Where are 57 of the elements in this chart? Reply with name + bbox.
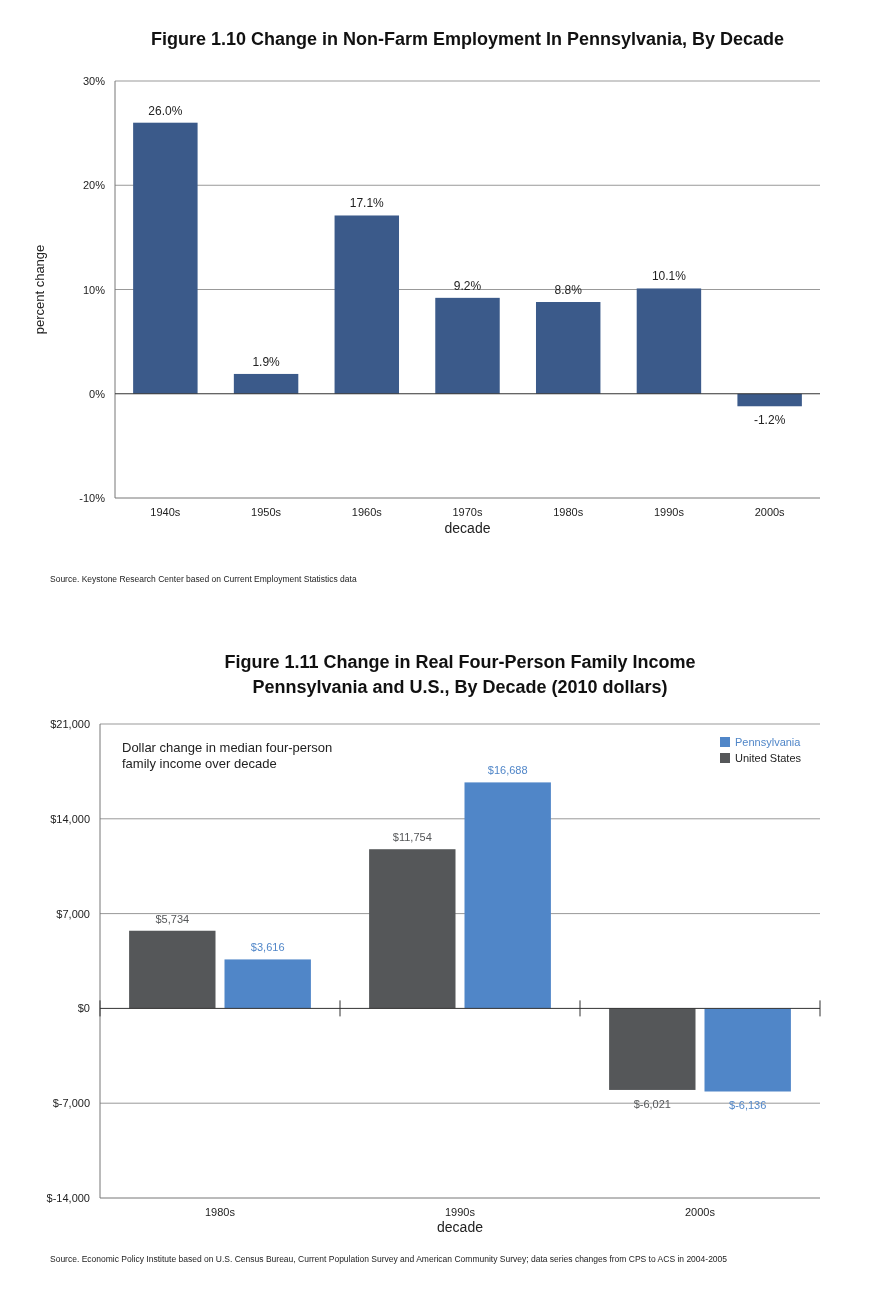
x-tick-label: 1980s — [553, 506, 584, 518]
y-tick-label: 20% — [82, 179, 106, 192]
data-label: $-6,021 — [633, 1097, 671, 1110]
legend-label: United States — [735, 752, 802, 764]
y-tick-label: $0 — [77, 1002, 90, 1015]
data-label: 17.1% — [349, 196, 385, 211]
x-tick-label: 1970s — [452, 506, 483, 518]
y-tick-label: $7,000 — [56, 907, 90, 920]
bar — [233, 373, 299, 394]
chart-title: Figure 1.11 Change in Real Four-Person Family Income Pennsylvania and U.S., By Decade (2010 dollars) — [224, 652, 696, 697]
y-tick-label: $21,000 — [50, 718, 90, 730]
x-tick-label: 1950s — [251, 506, 282, 518]
data-label: 9.2% — [453, 278, 482, 293]
bar — [535, 302, 601, 394]
data-label: 1.9% — [252, 354, 281, 369]
bar — [636, 288, 702, 394]
data-label: 10.1% — [651, 269, 687, 284]
source-note: Source. Keystone Research Center based on Current Employment Statistics data — [50, 574, 357, 584]
x-tick-label: 1990s — [445, 1206, 476, 1218]
y-tick-label: -10% — [79, 492, 106, 504]
x-tick-label: 1960s — [351, 506, 383, 518]
bar — [464, 782, 551, 1009]
x-tick-label: 1990s — [653, 506, 685, 518]
chart-title: Figure 1.10 Change in Non-Farm Employment In Pennsylvania, By Decade — [150, 29, 785, 49]
annotation: Dollar change in median four-person family income over decade — [122, 740, 333, 771]
y-tick-label: $14,000 — [50, 812, 90, 825]
bar — [435, 297, 500, 394]
data-label: 8.8% — [554, 283, 583, 298]
source-note: Source. Economic Policy Institute based on U.S. Census Bureau, Current Population Survey and American Community Survey; data series changes from CPS to ACS in 2004-2005 — [50, 1254, 728, 1264]
data-label: $5,734 — [155, 912, 190, 925]
x-tick-label: 2000s — [685, 1206, 716, 1218]
bar — [609, 1008, 696, 1090]
legend-label: Pennsylvania — [735, 736, 802, 748]
data-label: -1.2% — [753, 413, 786, 428]
x-axis-title: decade — [437, 1219, 484, 1235]
bar — [334, 215, 400, 394]
bar — [133, 122, 198, 394]
y-tick-label: 0% — [89, 387, 106, 400]
data-label: $16,688 — [487, 764, 528, 777]
bar — [369, 849, 456, 1009]
data-label: $3,616 — [250, 941, 285, 954]
bar — [224, 959, 311, 1009]
x-axis-title: decade — [444, 520, 491, 536]
data-label: $11,754 — [392, 831, 432, 844]
bar — [704, 1008, 791, 1092]
y-tick-label: 10% — [82, 283, 106, 296]
y-tick-label: $-7,000 — [52, 1097, 90, 1110]
y-tick-label: 30% — [82, 75, 106, 87]
x-tick-label: 1940s — [150, 506, 181, 518]
x-tick-label: 2000s — [754, 506, 786, 518]
x-tick-label: 1980s — [205, 1206, 236, 1218]
bar — [129, 930, 216, 1009]
y-axis-title: percent change — [32, 244, 47, 335]
y-tick-label: $-14,000 — [46, 1192, 90, 1204]
bar — [737, 393, 802, 407]
data-label: 26.0% — [148, 103, 183, 118]
data-label: $-6,136 — [729, 1099, 767, 1112]
